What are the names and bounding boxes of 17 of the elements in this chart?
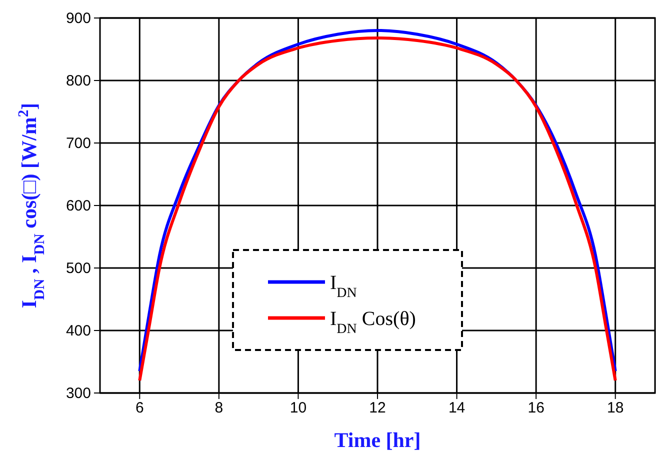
y-tick-label: 800 bbox=[66, 72, 91, 90]
x-tick-label: 18 bbox=[607, 400, 624, 417]
y-tick-label: 500 bbox=[66, 260, 91, 277]
x-tick-label: 8 bbox=[214, 400, 224, 417]
y-tick-label: 300 bbox=[66, 384, 91, 402]
y-tick-label: 600 bbox=[66, 197, 91, 214]
y-tick-label: 700 bbox=[66, 134, 91, 152]
x-tick-label: 14 bbox=[448, 400, 466, 417]
x-tick-label: 12 bbox=[369, 400, 386, 417]
y-tick-label: 900 bbox=[66, 10, 91, 27]
x-axis-title: Time [hr] bbox=[334, 428, 421, 452]
y-tick-label: 400 bbox=[66, 322, 91, 340]
legend-label: I$_{DN}$ Cos(θ) bbox=[330, 308, 416, 336]
x-tick-label: 16 bbox=[528, 400, 544, 417]
x-tick-label: 6 bbox=[135, 400, 144, 417]
legend-label: I$_{DN}$ bbox=[330, 272, 357, 300]
x-tick-label: 10 bbox=[290, 400, 307, 417]
